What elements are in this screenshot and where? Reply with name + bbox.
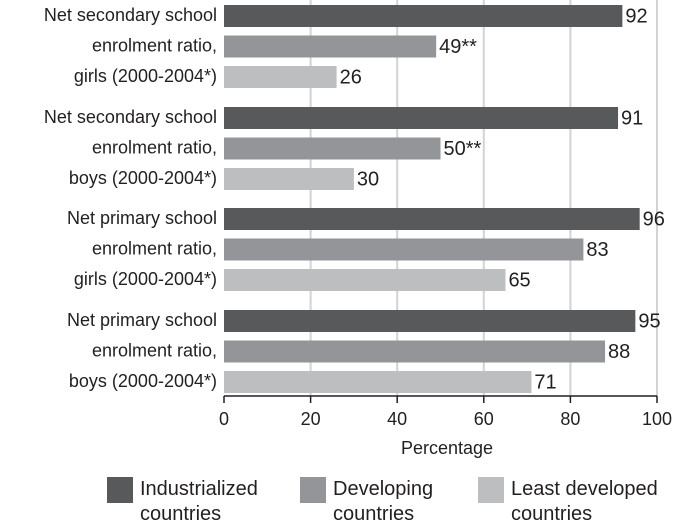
data-label: 65 (508, 269, 530, 291)
category-label: girls (2000-2004*) (74, 66, 217, 86)
legend-label: Least developed countries (511, 478, 658, 524)
data-label: 88 (608, 341, 630, 363)
category-label: Net primary school (67, 310, 217, 330)
x-axis-label: Percentage (401, 438, 493, 458)
data-label: 91 (621, 107, 643, 129)
x-tick-label: 20 (301, 409, 321, 429)
bar (224, 5, 623, 27)
legend-swatch (478, 477, 504, 503)
category-label: enrolment ratio, (92, 238, 217, 258)
grid (309, 0, 658, 396)
category-label: boys (2000-2004*) (69, 168, 217, 188)
bar (224, 238, 584, 261)
category-label: Net secondary school (44, 107, 217, 127)
bar (224, 66, 337, 88)
bar (224, 168, 354, 190)
category-label: enrolment ratio, (92, 340, 217, 360)
data-label: 71 (534, 371, 556, 393)
data-label: 83 (586, 239, 608, 261)
bar (224, 269, 506, 291)
bar (224, 137, 441, 160)
category-label: enrolment ratio, (92, 35, 217, 55)
category-label: Net primary school (67, 208, 217, 228)
category-label: girls (2000-2004*) (74, 269, 217, 289)
bar (224, 310, 636, 332)
legend-label: Industrialized countries (140, 478, 258, 524)
category-label: enrolment ratio, (92, 137, 217, 157)
data-label: 95 (638, 310, 660, 332)
x-tick-label: 100 (642, 409, 672, 429)
bar (224, 35, 437, 58)
legend-swatch (300, 477, 326, 503)
data-label: 92 (625, 5, 647, 27)
bar (224, 208, 640, 230)
bar (224, 340, 606, 363)
x-tick-label: 40 (387, 409, 407, 429)
x-tick-label: 80 (560, 409, 580, 429)
bar (224, 107, 619, 129)
legend-label: Developing countries (333, 478, 433, 524)
data-label: 49** (439, 36, 477, 58)
data-label: 26 (340, 66, 362, 88)
data-label: 30 (357, 168, 379, 190)
data-label: 50** (444, 138, 482, 160)
legend-swatch (107, 477, 133, 503)
category-label: boys (2000-2004*) (69, 371, 217, 391)
category-label: Net secondary school (44, 5, 217, 25)
data-label: 96 (643, 208, 665, 230)
bar (224, 371, 532, 393)
x-tick-label: 0 (219, 409, 229, 429)
x-tick-label: 60 (474, 409, 494, 429)
